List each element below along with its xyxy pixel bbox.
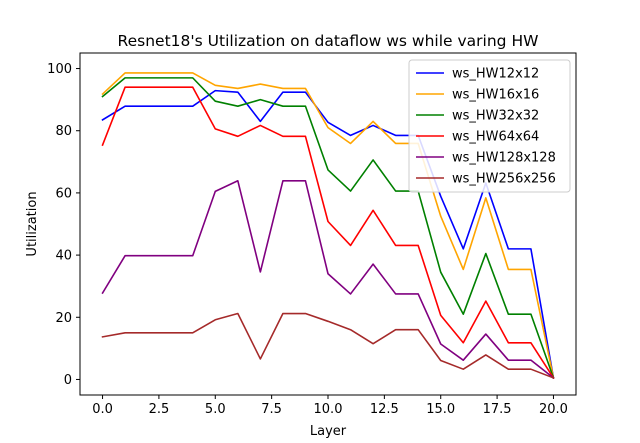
series-line-ws_HW128x128 xyxy=(101,179,555,380)
x-tick-label: 17.5 xyxy=(483,402,512,417)
legend-label: ws_HW128x128 xyxy=(452,151,556,166)
series-line-ws_HW64x64 xyxy=(101,86,555,380)
x-tick-label: 20.0 xyxy=(539,402,568,417)
x-tick-label: 2.5 xyxy=(149,402,170,417)
y-tick-label: 80 xyxy=(55,124,72,139)
series-layer xyxy=(101,72,555,380)
y-axis: 0 20 40 60 80 100 xyxy=(47,62,80,388)
series-line-ws_HW12x12 xyxy=(101,89,555,379)
y-tick-label: 20 xyxy=(55,311,72,326)
series-line-ws_HW256x256 xyxy=(101,312,555,379)
legend-label: ws_HW64x64 xyxy=(452,130,539,145)
x-tick-label: 5.0 xyxy=(205,402,226,417)
series-line-ws_HW32x32 xyxy=(101,77,555,379)
x-tick-label: 7.5 xyxy=(261,402,282,417)
y-tick-label: 100 xyxy=(47,62,72,77)
legend-label: ws_HW16x16 xyxy=(452,88,539,103)
legend-label: ws_HW256x256 xyxy=(452,172,556,187)
x-axis-label: Layer xyxy=(310,424,347,439)
y-axis-label: Utilization xyxy=(25,191,40,256)
series-line-ws_HW16x16 xyxy=(101,72,555,379)
legend-box xyxy=(408,59,571,193)
y-tick-label: 40 xyxy=(55,249,72,264)
x-axis: 0.0 2.5 5.0 7.5 10.0 12.5 15.0 17.5 20.0 xyxy=(92,395,568,417)
x-tick-label: 15.0 xyxy=(426,402,455,417)
chart-title: Resnet18's Utilization on dataflow ws wh… xyxy=(118,32,539,50)
legend-label: ws_HW12x12 xyxy=(452,67,539,82)
x-tick-label: 10.0 xyxy=(314,402,343,417)
x-tick-label: 0.0 xyxy=(92,402,113,417)
y-tick-label: 60 xyxy=(55,186,72,201)
x-tick-label: 12.5 xyxy=(370,402,399,417)
y-tick-label: 0 xyxy=(64,373,72,388)
legend: ws_HW12x12 ws_HW16x16 ws_HW32x32 ws_HW64x64… xyxy=(408,59,571,193)
legend-label: ws_HW32x32 xyxy=(452,109,539,124)
